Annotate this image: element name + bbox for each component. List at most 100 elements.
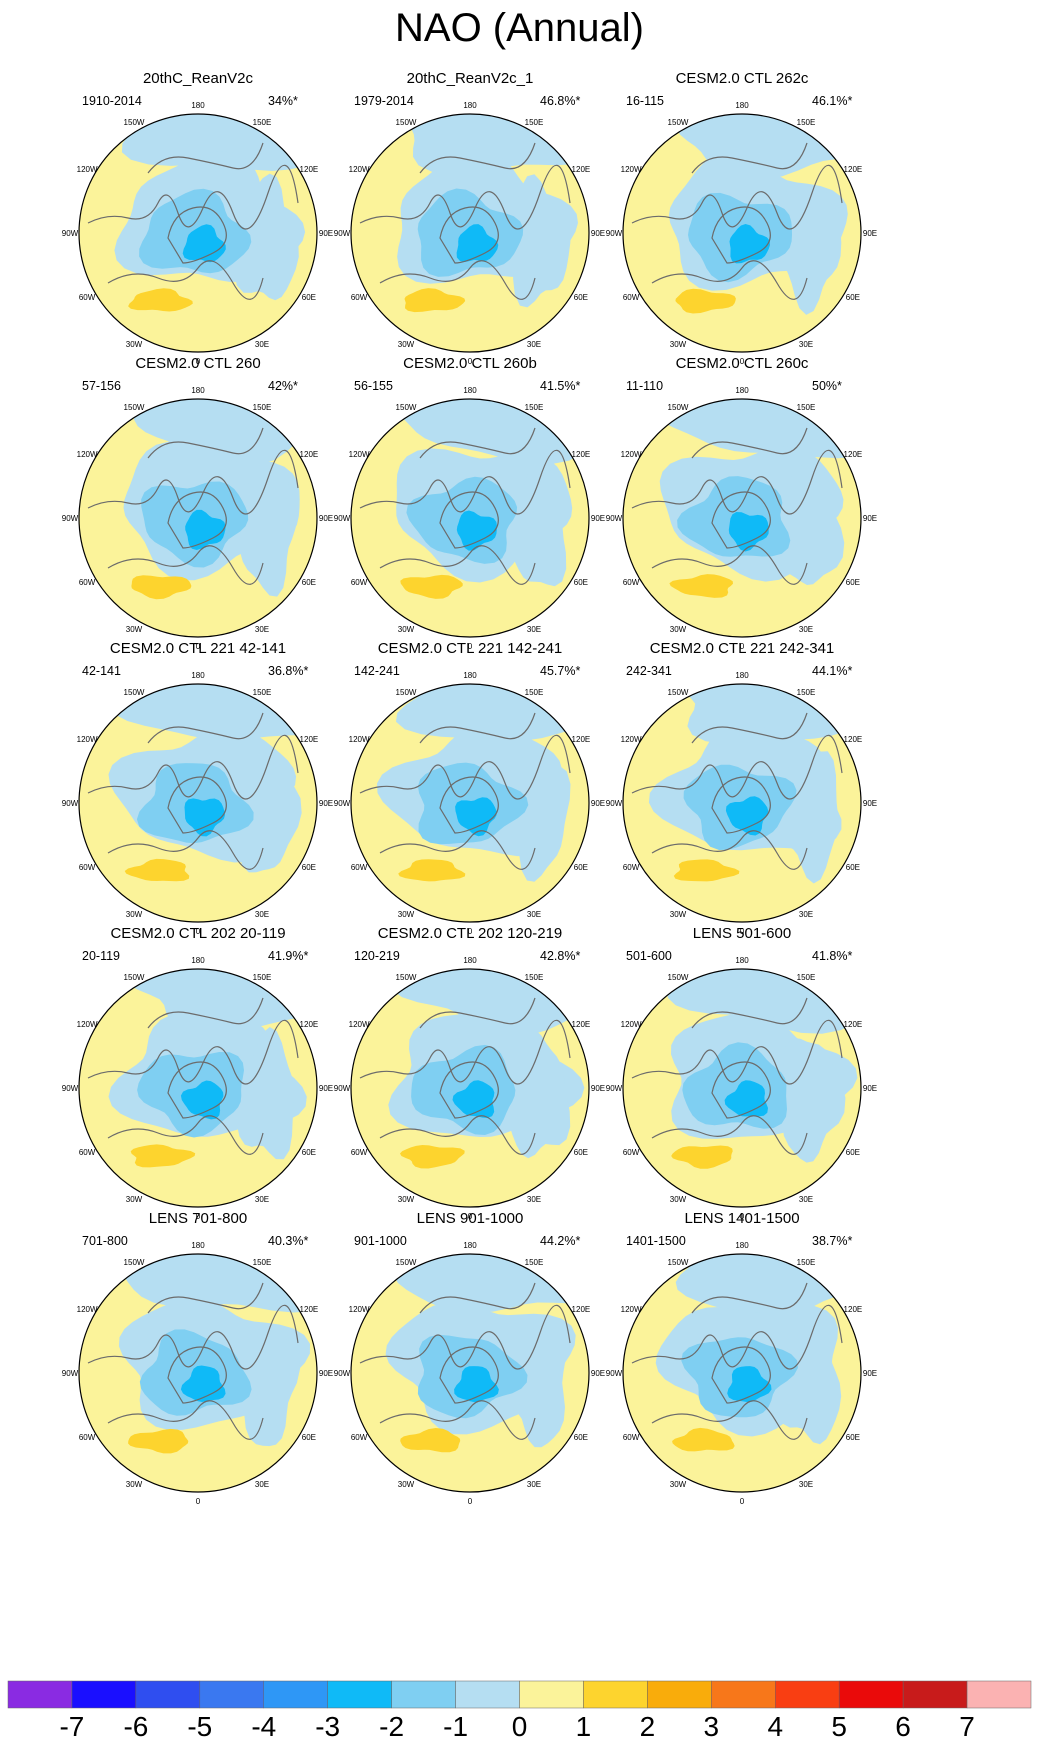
longitude-label: 90W <box>334 229 351 238</box>
map-boundary <box>350 968 590 1208</box>
longitude-label: 150W <box>396 118 417 127</box>
longitude-label: 30W <box>398 625 415 634</box>
map-field <box>351 684 589 922</box>
longitude-label: 150E <box>525 1258 544 1267</box>
negative-region <box>781 183 842 315</box>
negative-core-max <box>185 509 226 550</box>
longitude-label: 60W <box>79 578 96 587</box>
coastline <box>631 449 843 515</box>
map-field <box>351 969 589 1207</box>
panel-years: 1979-2014 <box>354 94 414 108</box>
negative-region <box>394 1254 589 1314</box>
polar-map: 180 150E 120E 90E 60E 30E 0 30W 60W 90W 120W 150W <box>606 386 877 651</box>
coastline <box>107 1400 264 1440</box>
map-panel: CESM2.0 CTL 260b 56-155 41.5%* 180 150E 120E 9… <box>334 355 670 667</box>
map-panel: CESM2.0 CTL 221 242-341 242-341 44.1%* 180 1… <box>606 640 942 952</box>
panel-years: 16-115 <box>626 94 664 108</box>
negative-core-max <box>727 1366 772 1403</box>
longitude-label: 0 <box>740 1497 745 1506</box>
panel-years: 1910-2014 <box>82 94 142 108</box>
coastlines <box>87 997 299 1155</box>
longitude-label: 30W <box>126 625 143 634</box>
coastline <box>651 830 808 870</box>
negative-region <box>653 399 861 459</box>
colorbar-swatch <box>966 1680 1032 1709</box>
panel-years: 242-341 <box>626 664 672 678</box>
longitude-label: 60W <box>351 578 368 587</box>
longitude-label: 30W <box>126 1480 143 1489</box>
colorbar-tick-label: -1 <box>443 1711 469 1742</box>
panel-title: 20thC_ReanV2c_1 <box>406 70 534 87</box>
colorbar-swatch <box>455 1680 520 1709</box>
longitude-label: 30W <box>126 340 143 349</box>
longitude-label: 120W <box>77 450 98 459</box>
map-field <box>623 399 861 637</box>
positive-lobe <box>128 1428 189 1454</box>
negative-region <box>234 1027 295 1160</box>
coastline <box>631 164 843 230</box>
panel-title: 20thC_ReanV2c <box>142 70 254 87</box>
longitude-label: 180 <box>463 671 477 680</box>
positive-lobe <box>124 858 190 882</box>
map-boundary <box>350 1253 590 1493</box>
longitude-label: 60E <box>846 863 860 872</box>
longitude-label: 90W <box>606 799 623 808</box>
longitude-label: 90W <box>606 229 623 238</box>
longitude-label: 150E <box>525 403 544 412</box>
colorbar-tick-label: -2 <box>379 1711 405 1742</box>
longitude-label: 120E <box>300 165 319 174</box>
longitude-label: 180 <box>463 386 477 395</box>
panel-years: 901-1000 <box>354 1234 407 1248</box>
coastline <box>419 997 536 1029</box>
panel-variance-percent: 42%* <box>268 379 298 393</box>
colorbar-swatch <box>583 1680 648 1709</box>
coastlines <box>87 1282 299 1440</box>
longitude-label: 60E <box>302 1433 316 1442</box>
positive-lobe <box>404 288 466 313</box>
panel-title: CESM2.0 CTL 260 <box>135 355 261 372</box>
coastline <box>419 1282 536 1314</box>
longitude-label: 30W <box>398 910 415 919</box>
positive-lobe <box>400 1145 465 1169</box>
longitude-label: 120E <box>300 1305 319 1314</box>
panel-title: CESM2.0 CTL 260c <box>675 355 809 372</box>
panel-variance-percent: 50%* <box>812 379 842 393</box>
longitude-label: 30W <box>670 625 687 634</box>
coastline <box>87 734 299 800</box>
negative-region <box>777 464 845 585</box>
map-panel: LENS 701-800 701-800 40.3%* 180 150E 120E 90E 6… <box>62 1210 398 1522</box>
longitude-label: 90W <box>606 1369 623 1378</box>
longitude-label: 90E <box>863 229 877 238</box>
positive-lobe <box>130 1144 196 1168</box>
coastlines <box>87 142 299 300</box>
polar-map: 180 150E 120E 90E 60E 30E 0 30W 60W 90W 120W 150W <box>606 671 877 936</box>
longitude-label: 150W <box>668 1258 689 1267</box>
panel-years: 11-110 <box>626 379 664 393</box>
longitude-label: 120W <box>621 1020 642 1029</box>
panel-years: 56-155 <box>354 379 393 393</box>
coastline <box>87 1304 299 1370</box>
longitude-label: 180 <box>191 386 205 395</box>
polar-map: 180 150E 120E 90E 60E 30E 0 30W 60W 90W 120W 150W <box>334 1241 605 1506</box>
coastline <box>691 997 808 1029</box>
negative-region <box>233 465 297 597</box>
map-boundary <box>78 968 318 1208</box>
panel-variance-percent: 41.9%* <box>268 949 309 963</box>
positive-lobe <box>400 1428 461 1453</box>
longitude-label: 180 <box>463 1241 477 1250</box>
longitude-label: 180 <box>735 101 749 110</box>
panel-variance-percent: 46.8%* <box>540 94 581 108</box>
coastline <box>651 260 808 300</box>
longitude-label: 150W <box>124 688 145 697</box>
longitude-label: 150W <box>396 1258 417 1267</box>
longitude-label: 150W <box>668 973 689 982</box>
coastline <box>379 1115 536 1155</box>
positive-lobe <box>398 859 466 882</box>
coastline <box>631 1019 843 1085</box>
polar-map: 180 150E 120E 90E 60E 30E 0 30W 60W 90W 120W 150W <box>334 671 605 936</box>
coastline <box>167 491 227 549</box>
negative-core-max <box>182 224 226 263</box>
coastlines <box>631 712 843 870</box>
panel-title: CESM2.0 CTL 202 20-119 <box>110 925 286 942</box>
longitude-label: 60E <box>302 293 316 302</box>
